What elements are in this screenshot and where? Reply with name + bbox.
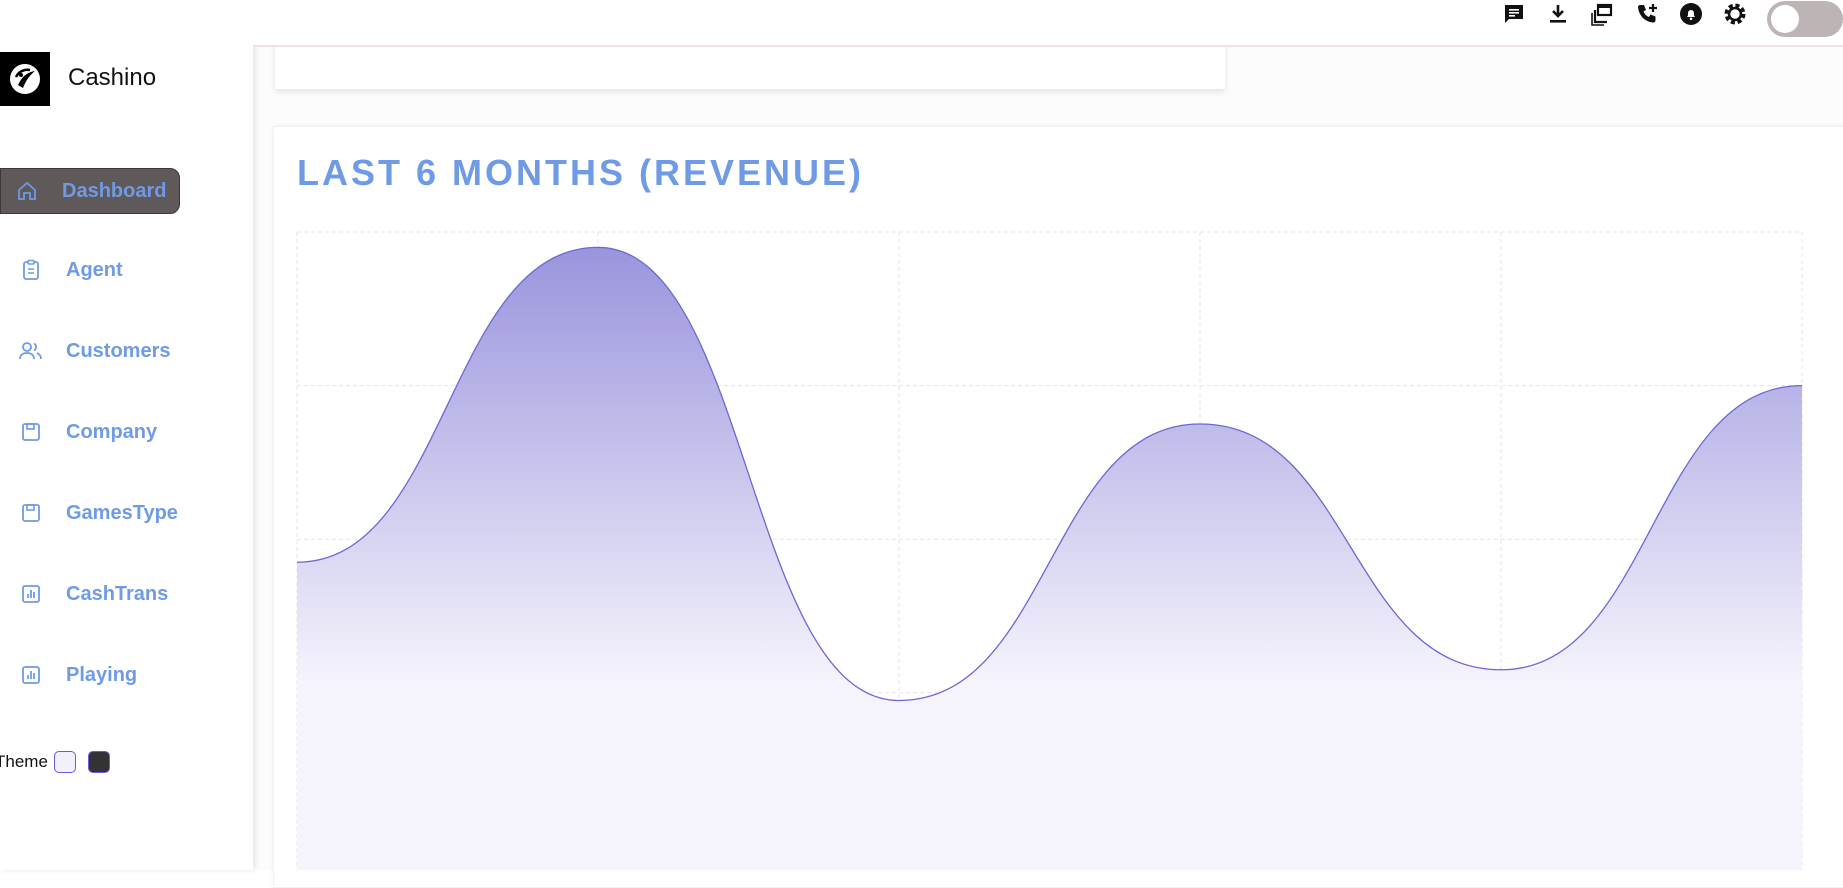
chart-title: LAST 6 MONTHS (REVENUE) xyxy=(297,152,864,194)
brand-logo-icon xyxy=(8,62,42,96)
home-icon xyxy=(14,178,40,204)
download-icon[interactable] xyxy=(1544,0,1572,28)
sidebar-item-label: Agent xyxy=(66,259,123,282)
sidebar-item-dashboard[interactable]: Dashboard xyxy=(0,168,180,214)
save-icon xyxy=(18,419,44,445)
theme-light-swatch[interactable] xyxy=(54,751,76,773)
sidebar-item-label: CashTrans xyxy=(66,583,168,606)
theme-switcher: Theme xyxy=(0,748,110,776)
chat-icon[interactable] xyxy=(1500,0,1528,28)
bell-icon[interactable] xyxy=(1677,0,1705,28)
settings-icon[interactable] xyxy=(1721,0,1749,28)
top-bar xyxy=(253,0,1843,47)
phone-add-icon[interactable] xyxy=(1633,0,1661,28)
sidebar-item-label: Dashboard xyxy=(62,180,166,203)
dark-mode-toggle[interactable] xyxy=(1767,1,1843,37)
bar-chart-icon xyxy=(18,581,44,607)
save-icon xyxy=(18,500,44,526)
users-icon xyxy=(18,338,44,364)
sidebar: Cashino Dashboard Agent Customers Company Ga… xyxy=(0,0,253,870)
bar-chart-icon xyxy=(18,662,44,688)
sidebar-item-label: GamesType xyxy=(66,502,178,525)
clipboard-icon xyxy=(18,257,44,283)
brand-logo[interactable] xyxy=(0,52,50,106)
theme-label: Theme xyxy=(0,752,48,772)
revenue-area xyxy=(297,247,1802,870)
sidebar-item-label: Playing xyxy=(66,664,137,687)
brand-name: Cashino xyxy=(68,64,156,92)
toggle-knob xyxy=(1771,5,1799,33)
copy-window-icon[interactable] xyxy=(1588,0,1616,28)
revenue-area-chart xyxy=(0,0,1843,870)
theme-dark-swatch[interactable] xyxy=(88,751,110,773)
sidebar-item-label: Customers xyxy=(66,340,170,363)
sidebar-item-label: Company xyxy=(66,421,157,444)
